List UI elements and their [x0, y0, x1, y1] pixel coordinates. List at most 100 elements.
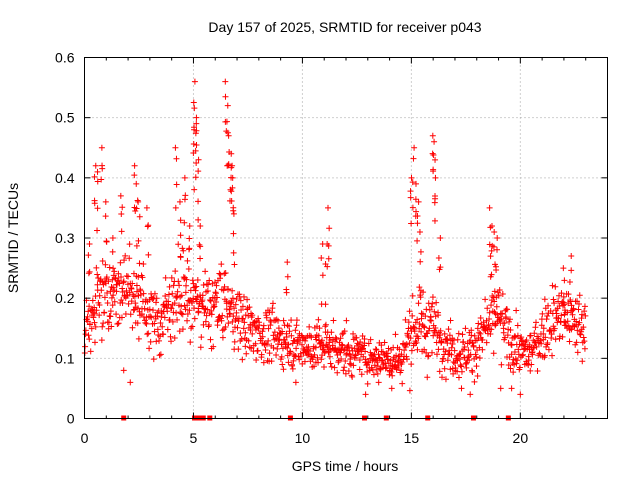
data-point	[388, 369, 395, 376]
data-point	[467, 391, 474, 398]
data-point	[204, 306, 211, 313]
data-point	[487, 330, 494, 337]
data-point	[249, 330, 256, 337]
data-point	[94, 205, 101, 212]
data-point	[437, 332, 444, 339]
data-point	[172, 144, 179, 151]
data-point	[101, 294, 108, 301]
data-point	[339, 331, 346, 338]
data-point	[333, 336, 340, 343]
data-point	[375, 351, 382, 358]
data-point	[98, 287, 105, 294]
data-point	[177, 232, 184, 239]
data-point	[187, 339, 194, 346]
data-point	[214, 294, 221, 301]
data-point	[459, 331, 466, 338]
data-point	[212, 289, 219, 296]
data-point	[193, 114, 200, 121]
data-point	[273, 316, 280, 323]
data-point	[228, 299, 235, 306]
data-point	[94, 227, 101, 234]
data-point	[414, 237, 421, 244]
data-point	[135, 273, 142, 280]
data-point	[432, 174, 439, 181]
data-point	[284, 259, 291, 266]
data-point	[348, 372, 355, 379]
data-point	[412, 180, 419, 187]
data-point	[525, 357, 532, 364]
data-point	[107, 288, 114, 295]
data-point	[82, 327, 89, 334]
data-point	[573, 339, 580, 346]
data-point	[488, 302, 495, 309]
data-point	[432, 156, 439, 163]
data-point	[175, 241, 182, 248]
data-point	[99, 165, 106, 172]
data-point	[278, 341, 285, 348]
data-point	[85, 308, 92, 315]
data-point	[192, 147, 199, 154]
data-point	[337, 349, 344, 356]
data-point	[172, 268, 179, 275]
data-point	[551, 300, 558, 307]
data-point	[162, 292, 169, 299]
chart-title: Day 157 of 2025, SRMTID for receiver p04…	[208, 19, 481, 35]
data-point	[212, 290, 219, 297]
data-point	[166, 316, 173, 323]
data-point	[244, 296, 251, 303]
data-point	[411, 328, 418, 335]
data-point	[193, 127, 200, 134]
data-point	[133, 180, 140, 187]
data-point	[568, 253, 575, 260]
y-tick-label: 0.3	[55, 230, 75, 246]
data-point	[334, 369, 341, 376]
data-point	[455, 374, 462, 381]
data-point	[382, 365, 389, 372]
x-axis-label: GPS time / hours	[292, 458, 399, 474]
data-point	[318, 356, 325, 363]
data-point	[342, 357, 349, 364]
data-point	[373, 346, 380, 353]
data-point	[495, 292, 502, 299]
data-point	[265, 325, 272, 332]
data-point	[255, 315, 262, 322]
data-point	[519, 352, 526, 359]
data-point	[128, 298, 135, 305]
data-point	[82, 343, 89, 350]
data-point	[223, 118, 230, 125]
data-point	[531, 344, 538, 351]
data-point	[108, 323, 115, 330]
data-point	[438, 339, 445, 345]
data-point	[424, 374, 431, 381]
y-tick-labels: 0 0.1 0.2 0.3 0.4 0.5 0.6	[55, 50, 75, 427]
data-point	[102, 261, 109, 268]
data-point	[498, 361, 505, 368]
data-point	[407, 188, 414, 195]
data-point	[490, 243, 497, 250]
data-point	[374, 370, 381, 377]
data-point	[474, 325, 481, 332]
data-point	[429, 132, 436, 139]
data-point	[558, 290, 565, 297]
data-point	[415, 335, 422, 342]
data-point	[325, 204, 331, 211]
data-point	[402, 316, 409, 323]
data-point	[182, 306, 189, 313]
data-point	[192, 130, 199, 137]
data-point	[145, 330, 152, 337]
data-point	[231, 305, 238, 312]
data-point	[384, 353, 391, 360]
data-point	[151, 328, 158, 335]
data-point	[487, 253, 494, 260]
data-point	[110, 265, 117, 272]
data-point	[409, 312, 416, 319]
data-point	[421, 346, 428, 353]
data-point	[229, 318, 236, 325]
data-point	[178, 292, 185, 299]
data-point	[458, 363, 465, 370]
data-point	[217, 275, 224, 282]
data-point	[91, 310, 98, 317]
data-point	[117, 259, 124, 266]
data-point	[367, 336, 374, 343]
data-point	[289, 365, 296, 372]
